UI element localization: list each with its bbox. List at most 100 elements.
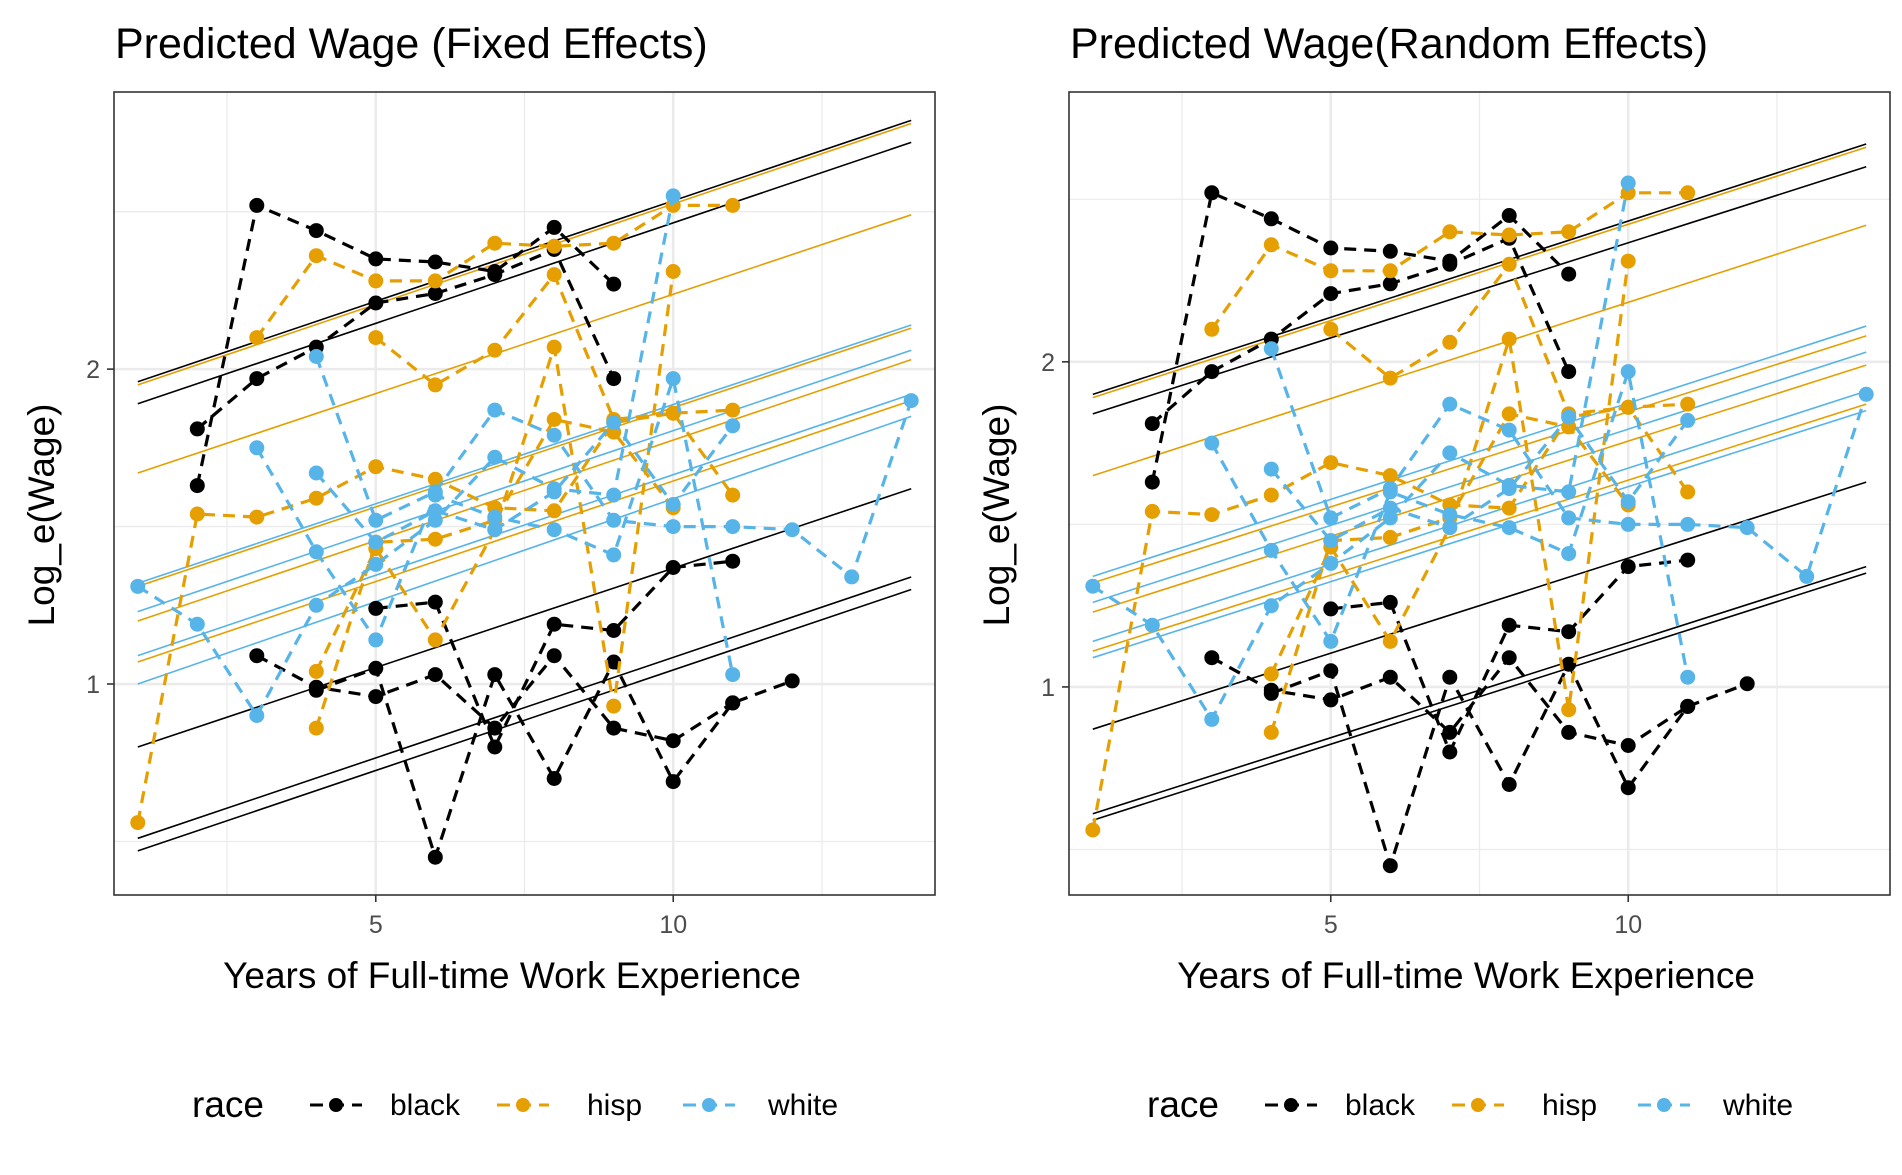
data-point-black [1382, 594, 1398, 610]
series-hisp [249, 197, 741, 346]
data-point-white [1680, 516, 1696, 532]
chart-title: Predicted Wage (Fixed Effects) [115, 20, 708, 68]
data-point-hisp [189, 506, 205, 522]
data-point-white [1263, 542, 1279, 558]
observed-series [130, 188, 919, 865]
data-point-black [1382, 858, 1398, 874]
data-point-black [665, 774, 681, 790]
data-point-white [665, 188, 681, 204]
data-point-black [1680, 698, 1696, 714]
data-point-white [606, 547, 622, 563]
legend-key-point [1471, 1098, 1485, 1112]
legend-entry-black: black [310, 1089, 461, 1122]
series-black [1144, 230, 1577, 432]
x-axis-label: Years of Full-time Work Experience [223, 955, 801, 996]
data-point-white [1442, 445, 1458, 461]
data-point-hisp [1204, 321, 1220, 337]
data-point-black [427, 254, 443, 270]
data-point-hisp [1382, 468, 1398, 484]
data-point-white [1323, 555, 1339, 571]
data-point-black [1620, 559, 1636, 575]
data-point-black [1442, 669, 1458, 685]
data-point-white [487, 509, 503, 525]
fitted-line-hisp [1092, 403, 1867, 652]
series-line-hisp [1210, 191, 1688, 331]
data-point-black [308, 682, 324, 698]
data-point-hisp [1680, 185, 1696, 201]
legend-label: black [390, 1089, 461, 1122]
data-point-black [725, 695, 741, 711]
data-point-black [1501, 208, 1517, 223]
data-point-white [725, 519, 741, 535]
data-point-hisp [308, 720, 324, 736]
data-point-hisp [249, 509, 265, 525]
data-point-hisp [1501, 406, 1517, 422]
series-line-black [196, 247, 616, 431]
series-line-white [1210, 365, 1690, 678]
data-point-black [249, 648, 265, 664]
data-point-white [1561, 546, 1577, 562]
data-point-black [1323, 286, 1339, 302]
legend-entry-white: white [1638, 1089, 1793, 1122]
data-point-black [546, 771, 562, 786]
data-point-black [1561, 364, 1577, 380]
y-tick-label: 1 [1041, 674, 1055, 702]
data-point-hisp [1501, 227, 1517, 243]
data-point-hisp [546, 238, 562, 254]
panel-border [113, 91, 936, 896]
data-point-white [368, 632, 384, 648]
data-point-hisp [1382, 263, 1398, 279]
data-point-white [308, 465, 324, 481]
data-point-white [725, 667, 741, 683]
series-white [249, 371, 741, 683]
data-point-white [665, 371, 681, 387]
data-point-white [487, 522, 503, 538]
fitted-line-white [1092, 325, 1867, 578]
data-point-white [665, 519, 681, 535]
data-point-hisp [1680, 396, 1696, 412]
data-point-black [1620, 738, 1636, 753]
data-point-hisp [1263, 487, 1279, 503]
data-point-hisp [1620, 253, 1636, 269]
data-point-white [546, 427, 562, 443]
data-point-black [1323, 692, 1339, 708]
legend-entry-hisp: hisp [1452, 1089, 1597, 1122]
x-axis-label: Years of Full-time Work Experience [1177, 955, 1755, 996]
legend-key-point [329, 1098, 343, 1112]
data-point-black [189, 421, 205, 437]
data-point-hisp [1323, 455, 1339, 471]
data-point-white [249, 708, 265, 723]
data-point-black [1501, 650, 1517, 666]
data-point-black [368, 251, 384, 267]
legend-label: white [1722, 1089, 1793, 1122]
fitted-line-white [137, 349, 912, 613]
data-point-black [1323, 663, 1339, 679]
data-point-hisp [1085, 822, 1101, 838]
data-point-black [249, 197, 265, 213]
data-point-black [368, 660, 384, 676]
fitted-line-white [1092, 351, 1867, 604]
data-point-white [308, 349, 324, 364]
data-point-hisp [308, 248, 324, 264]
legend-entry-white: white [683, 1089, 838, 1122]
data-point-white [1501, 520, 1517, 536]
data-point-black [606, 654, 622, 670]
fitted-line-black [1092, 481, 1867, 730]
data-point-white [1204, 435, 1220, 451]
data-point-hisp [1382, 633, 1398, 649]
series-black [308, 654, 800, 865]
data-point-hisp [1263, 237, 1279, 253]
data-point-hisp [1501, 256, 1517, 272]
data-point-black [1680, 552, 1696, 568]
data-point-black [1323, 240, 1339, 256]
data-point-white [1680, 669, 1696, 685]
y-axis-label: Log_e(Wage) [976, 404, 1017, 627]
series-line-white [1269, 348, 1868, 580]
series-line-black [195, 203, 615, 486]
data-point-white [308, 544, 324, 560]
data-point-hisp [427, 471, 443, 487]
series-white [1263, 409, 1696, 549]
data-point-white [1263, 341, 1279, 357]
chart-panel-fixed-effects: Predicted Wage (Fixed Effects) 5 10 1 2 Yea… [21, 20, 936, 996]
data-point-black [546, 616, 562, 632]
